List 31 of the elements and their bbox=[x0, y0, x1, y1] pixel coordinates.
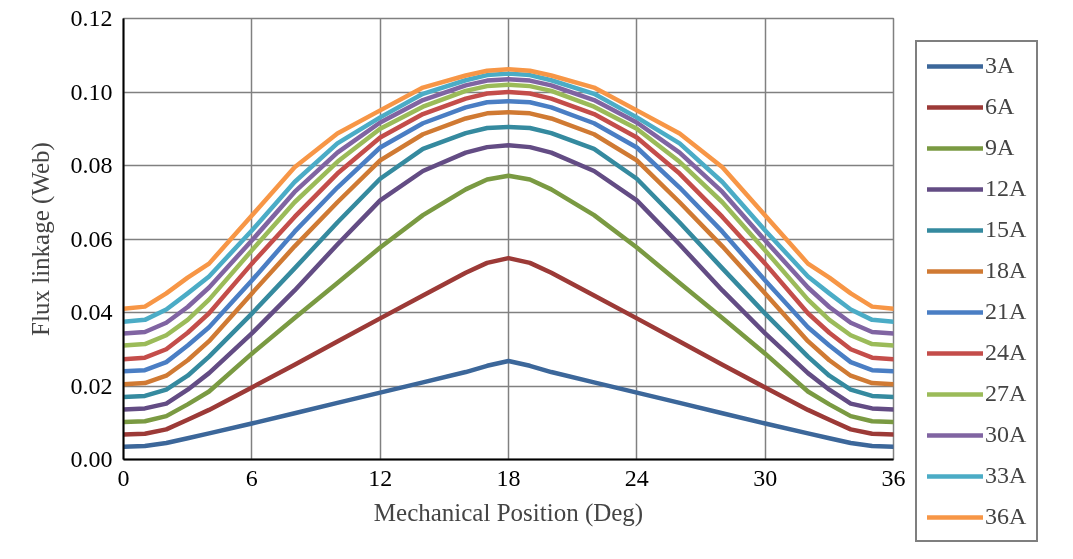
x-tick-label: 24 bbox=[624, 464, 649, 491]
y-tick-label: 0.10 bbox=[70, 78, 113, 105]
line-series bbox=[123, 173, 894, 425]
x-tick-label: 6 bbox=[245, 464, 258, 491]
x-tick-label: 30 bbox=[753, 464, 778, 491]
legend-label: 21A bbox=[985, 298, 1027, 325]
x-axis-title: Mechanical Position (Deg) bbox=[373, 498, 644, 527]
x-tick-label: 12 bbox=[368, 464, 393, 491]
legend-label: 30A bbox=[985, 421, 1027, 448]
y-axis-title: Flux linkage (Web) bbox=[26, 142, 55, 336]
y-tick-label: 0.12 bbox=[70, 5, 113, 31]
x-tick-label: 0 bbox=[117, 464, 130, 491]
legend-label: 15A bbox=[985, 216, 1027, 243]
x-tick-label: 36 bbox=[881, 464, 906, 491]
legend-label: 3A bbox=[985, 52, 1015, 79]
y-tick-label: 0.00 bbox=[70, 446, 113, 472]
legend-label: 6A bbox=[985, 93, 1015, 120]
legend-label: 33A bbox=[985, 462, 1027, 489]
line-series bbox=[123, 255, 894, 437]
legend-label: 36A bbox=[985, 503, 1027, 530]
x-tick-label: 18 bbox=[496, 464, 521, 491]
y-tick-label: 0.08 bbox=[70, 152, 113, 178]
y-tick-label: 0.02 bbox=[70, 372, 113, 399]
y-tick-label: 0.04 bbox=[70, 299, 113, 325]
legend-label: 9A bbox=[985, 134, 1015, 161]
line-series bbox=[123, 358, 894, 449]
legend-label: 12A bbox=[985, 175, 1027, 202]
legend-label: 27A bbox=[985, 380, 1027, 407]
y-tick-label: 0.06 bbox=[70, 225, 113, 252]
legend-label: 18A bbox=[985, 257, 1027, 284]
legend-label: 24A bbox=[985, 339, 1027, 366]
